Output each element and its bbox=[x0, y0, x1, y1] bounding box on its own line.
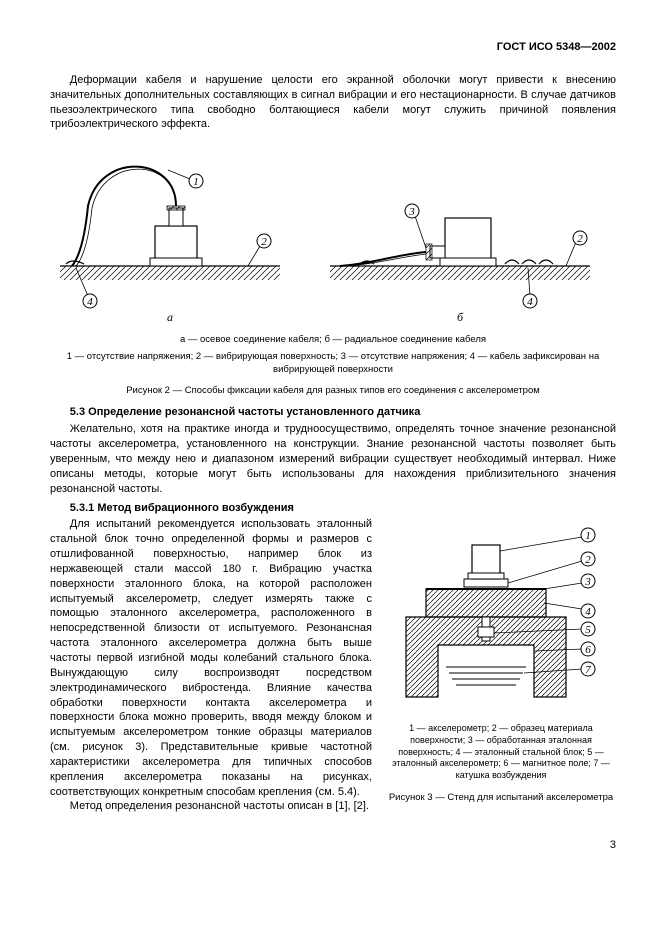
fig3-label-7: 7 bbox=[585, 664, 591, 676]
fig3-label-2: 2 bbox=[585, 554, 591, 566]
fig2-legend: 1 — отсутствие напряжения; 2 — вибрирующ… bbox=[50, 351, 616, 377]
fig3-label-1: 1 bbox=[585, 530, 591, 542]
doc-header: ГОСТ ИСО 5348—2002 bbox=[50, 40, 616, 55]
fig3-label-4: 4 bbox=[585, 606, 591, 618]
left-column: Для испытаний рекомендуется использовать… bbox=[50, 517, 372, 814]
fig2-label-2b: 2 bbox=[577, 233, 583, 245]
fig2-label-3b: 3 bbox=[408, 206, 415, 218]
sec-5-3-1-p1: Для испытаний рекомендуется использовать… bbox=[50, 517, 372, 799]
fig2-label-4b: 4 bbox=[527, 296, 533, 308]
fig2-sub-b: б bbox=[457, 310, 464, 324]
fig2-label-4a: 4 bbox=[87, 296, 93, 308]
fig3-label-5: 5 bbox=[585, 624, 591, 636]
figure-2-svg: 1 2 4 а bbox=[50, 146, 610, 326]
fig2-label-1a: 1 bbox=[193, 176, 199, 188]
fig2-title: Рисунок 2 — Способы фиксации кабеля для … bbox=[50, 385, 616, 398]
page-number: 3 bbox=[50, 838, 616, 853]
fig3-label-6: 6 bbox=[585, 644, 591, 656]
figure-3-svg: 1 2 3 4 5 6 bbox=[386, 517, 616, 717]
right-column: 1 2 3 4 5 6 bbox=[386, 517, 616, 814]
sec-5-3-p1: Желательно, хотя на практике иногда и тр… bbox=[50, 422, 616, 496]
intro-paragraph: Деформации кабеля и нарушение целости ег… bbox=[50, 73, 616, 132]
fig2-label-2a: 2 bbox=[261, 236, 267, 248]
fig3-legend: 1 — акселерометр; 2 — образец материала … bbox=[386, 723, 616, 781]
fig2-subline: а — осевое соединение кабеля; б — радиал… bbox=[50, 334, 616, 347]
fig3-title: Рисунок 3 — Стенд для испытаний акселеро… bbox=[386, 792, 616, 805]
fig3-label-3: 3 bbox=[584, 576, 591, 588]
sec-5-3-1-p2: Метод определения резонансной частоты оп… bbox=[50, 799, 372, 814]
fig2-sub-a: а bbox=[167, 310, 173, 324]
figure-2: 1 2 4 а bbox=[50, 146, 616, 397]
sec-5-3-heading: 5.3 Определение резонансной частоты уста… bbox=[50, 405, 616, 420]
sec-5-3-1-heading: 5.3.1 Метод вибрационного возбуждения bbox=[50, 501, 616, 516]
